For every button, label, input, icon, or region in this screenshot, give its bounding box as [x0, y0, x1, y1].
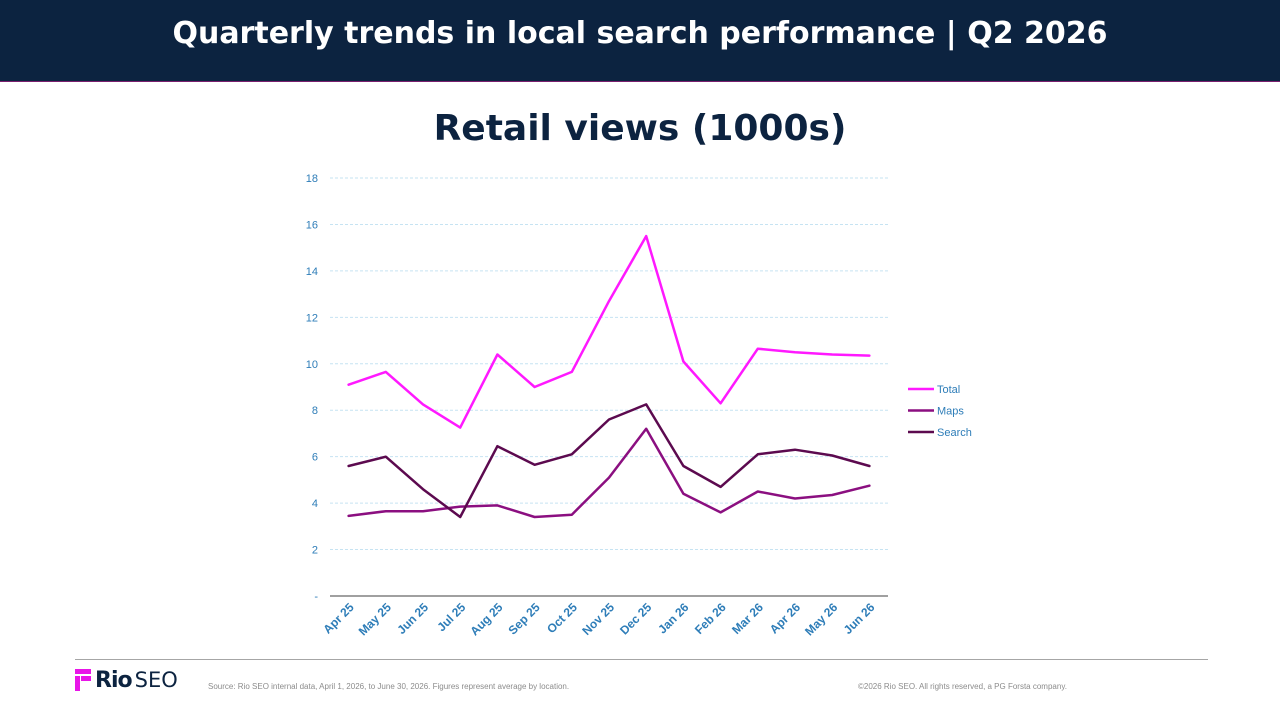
- y-tick-label: 10: [306, 359, 318, 371]
- source-note: Source: Rio SEO internal data, April 1, …: [208, 682, 570, 691]
- x-tick-label: Mar 26: [729, 600, 766, 637]
- y-tick-label: -: [314, 591, 318, 603]
- legend: Total Maps Search: [908, 384, 972, 439]
- x-tick-label: Oct 25: [544, 600, 580, 636]
- rio-seo-logo-mark-icon: [75, 669, 91, 691]
- series-lines: [347, 234, 871, 519]
- x-tick-label: Jun 26: [841, 600, 878, 637]
- x-tick-label: Jul 25: [434, 600, 468, 634]
- y-tick-label: 8: [312, 405, 318, 417]
- series-line-maps: [347, 427, 871, 519]
- x-tick-label: Dec 25: [617, 600, 654, 637]
- x-tick-label: Aug 25: [467, 600, 505, 638]
- series-line-total: [347, 234, 871, 429]
- x-tick-label: Apr 25: [320, 600, 357, 637]
- chart-title: Retail views (1000s): [433, 108, 847, 149]
- copyright-note: ©2026 Rio SEO. All rights reserved, a PG…: [858, 682, 1067, 691]
- y-tick-label: 14: [306, 266, 318, 278]
- x-tick-label: Jan 26: [655, 600, 692, 637]
- series-line-search: [347, 403, 871, 519]
- y-tick-label: 6: [312, 452, 318, 464]
- y-tick-label: 2: [312, 545, 318, 557]
- y-tick-label: 18: [306, 173, 318, 185]
- logo-rio-text: Rio: [95, 667, 133, 693]
- x-tick-label: May 25: [356, 600, 394, 638]
- y-tick-label: 16: [306, 219, 318, 231]
- footer-divider: [75, 659, 1208, 660]
- slide-title: Quarterly trends in local search perform…: [172, 16, 1108, 51]
- x-tick-label: Apr 26: [767, 600, 804, 637]
- y-tick-label: 4: [312, 498, 318, 510]
- legend-label-maps: Maps: [937, 406, 964, 418]
- logo-seo-text: SEO: [134, 668, 178, 692]
- rio-seo-logo: Rio SEO: [75, 667, 178, 693]
- gridlines: [330, 177, 888, 597]
- x-tick-label: Jun 25: [394, 600, 431, 637]
- legend-label-total: Total: [937, 384, 960, 396]
- y-tick-label: 12: [306, 312, 318, 324]
- x-tick-label: Feb 26: [692, 600, 729, 637]
- legend-label-search: Search: [937, 427, 972, 439]
- y-axis-ticks: - 2 4 6 8 10 12 14 16 18: [306, 173, 319, 603]
- header-bar: Quarterly trends in local search perform…: [0, 0, 1280, 82]
- x-tick-label: Sep 25: [505, 600, 542, 637]
- x-tick-label: May 26: [802, 600, 840, 638]
- x-tick-label: Nov 25: [579, 600, 617, 638]
